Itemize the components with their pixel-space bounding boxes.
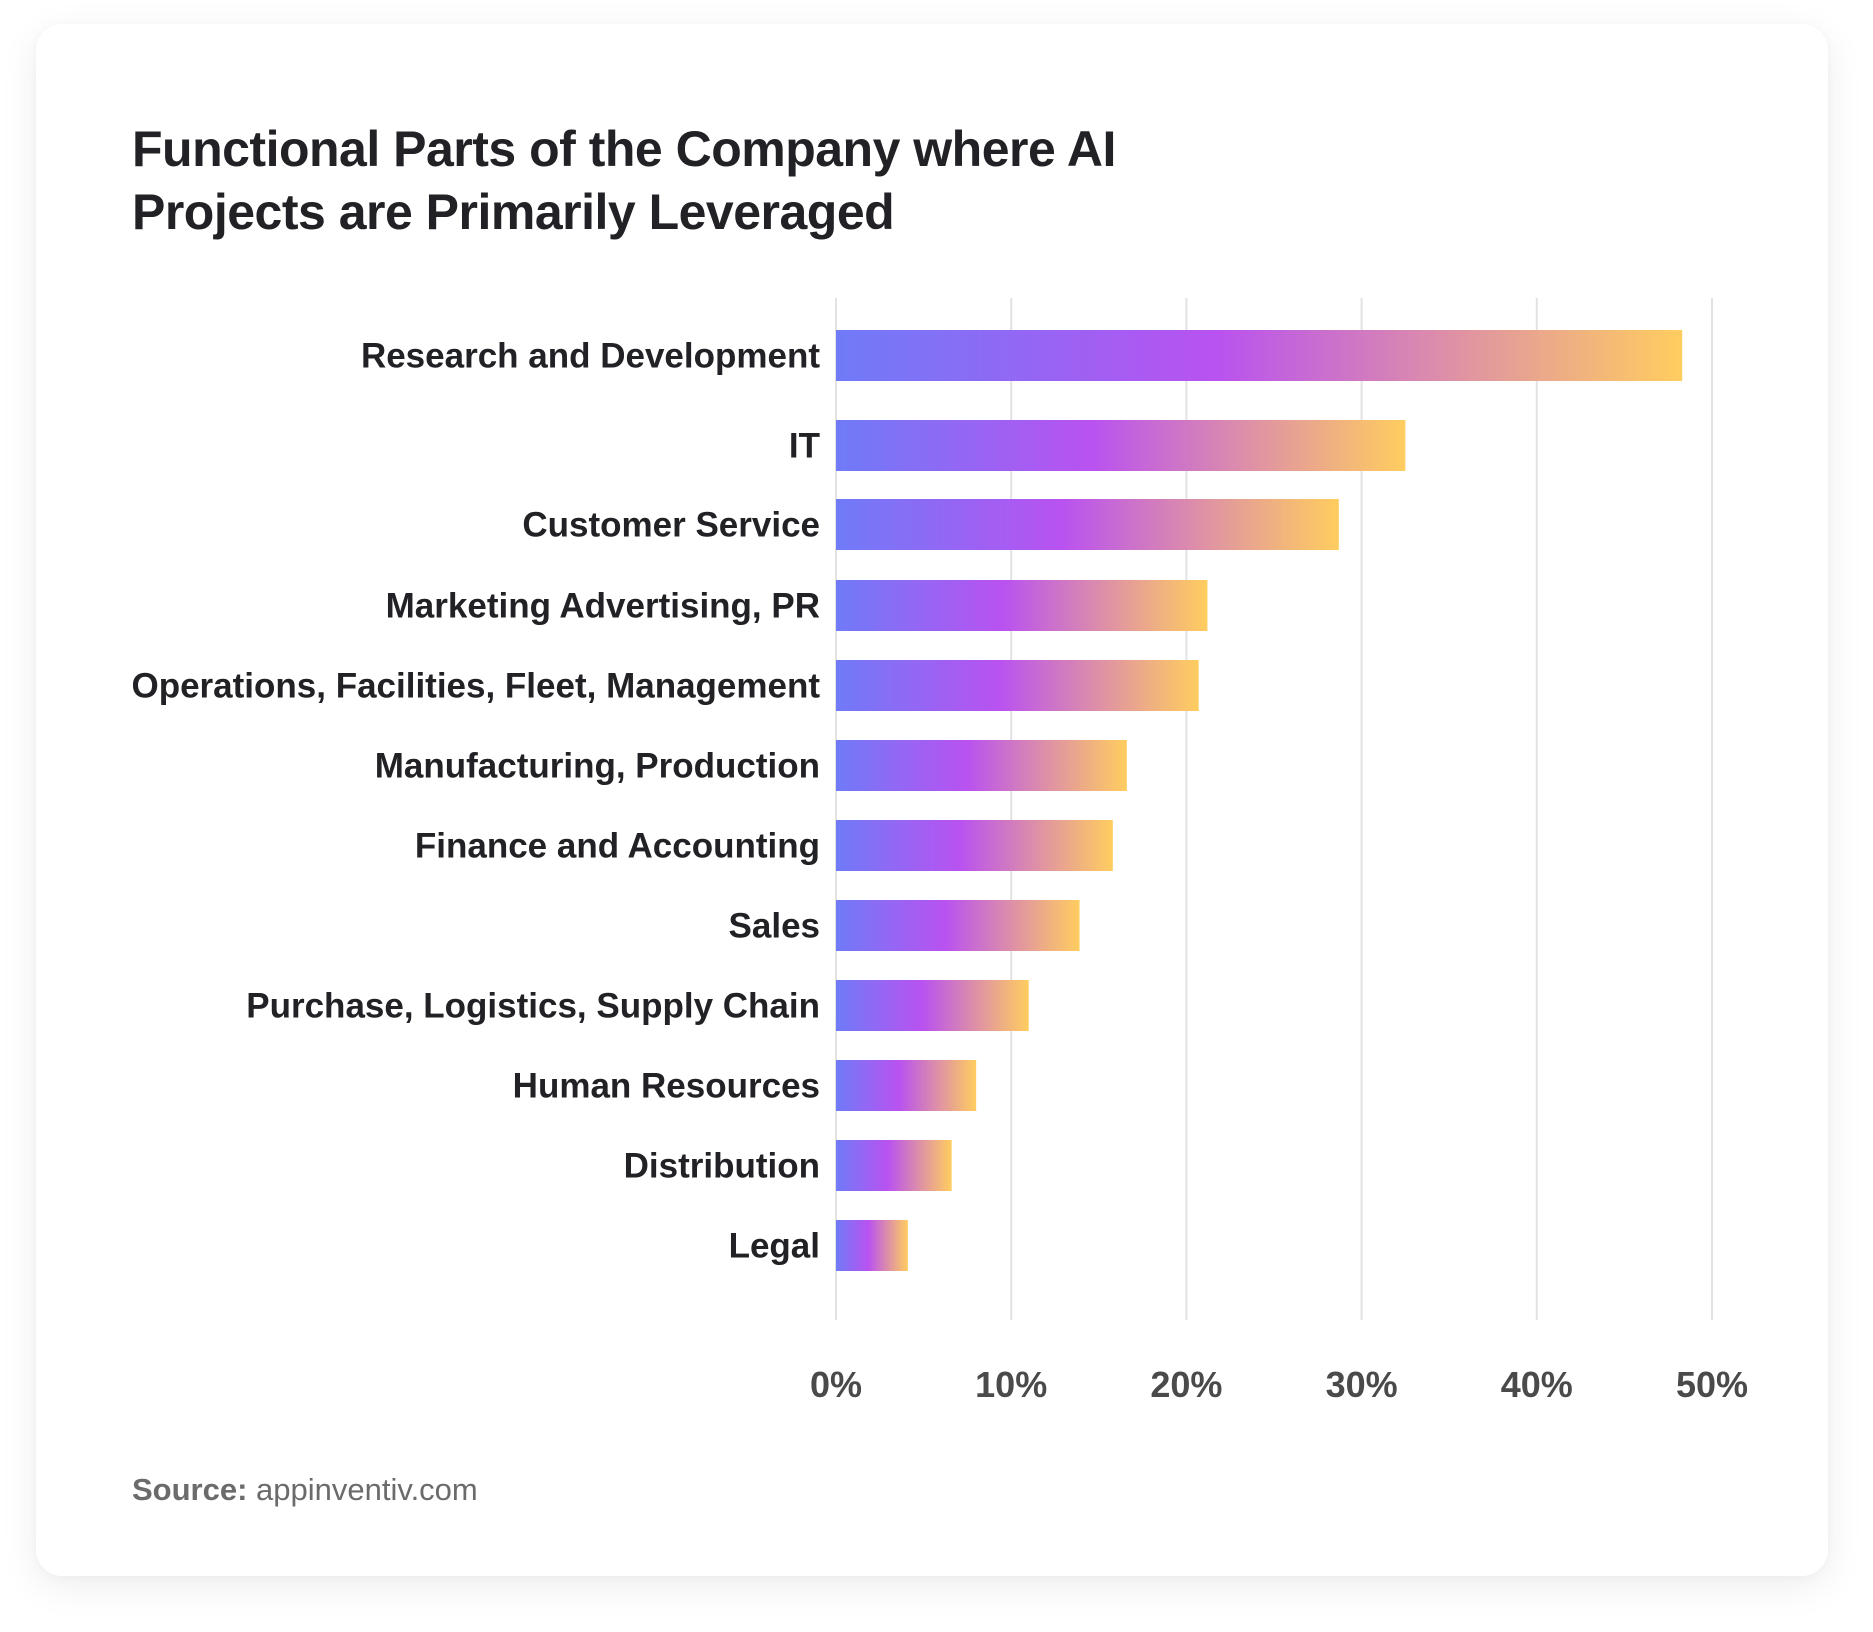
bar [836,820,1113,871]
chart-title-line-2: Projects are Primarily Leveraged [132,184,895,240]
category-label: Manufacturing, Production [375,747,820,786]
chart-title-line-1: Functional Parts of the Company where AI [132,121,1116,177]
category-label: Human Resources [513,1067,820,1106]
category-label: Legal [729,1227,820,1266]
category-labels: Research and Development IT Customer Servi… [131,337,820,1266]
x-tick-label: 50% [1676,1364,1748,1405]
category-label: Distribution [624,1147,820,1186]
source-label: Source: [132,1472,248,1507]
category-label: Operations, Facilities, Fleet, Managemen… [131,667,820,706]
bar [836,980,1029,1031]
x-axis-ticks: 0% 10% 20% 30% 40% 50% [810,1364,1748,1405]
bar [836,1220,908,1271]
x-tick-label: 30% [1326,1364,1398,1405]
bar [836,330,1683,381]
x-tick-label: 20% [1150,1364,1222,1405]
bar [836,740,1127,791]
bar [836,420,1406,471]
bars [836,330,1683,1271]
source-note: Source: appinventiv.com [132,1472,478,1508]
bar [836,580,1208,631]
bar [836,900,1080,951]
category-label: Sales [729,907,820,946]
category-label: IT [789,427,820,466]
source-value: appinventiv.com [247,1472,478,1507]
x-tick-label: 10% [975,1364,1047,1405]
category-label: Purchase, Logistics, Supply Chain [246,987,820,1026]
chart-title: Functional Parts of the Company where AI… [132,118,1132,244]
chart-card: Functional Parts of the Company where AI… [36,24,1828,1576]
bar [836,660,1199,711]
bar [836,1060,977,1111]
x-tick-label: 0% [810,1364,862,1405]
x-tick-label: 40% [1501,1364,1573,1405]
category-label: Finance and Accounting [415,827,820,866]
category-label: Research and Development [361,337,820,376]
bar [836,1140,952,1191]
category-label: Marketing Advertising, PR [386,587,820,626]
bar [836,499,1339,550]
category-label: Customer Service [522,506,820,545]
